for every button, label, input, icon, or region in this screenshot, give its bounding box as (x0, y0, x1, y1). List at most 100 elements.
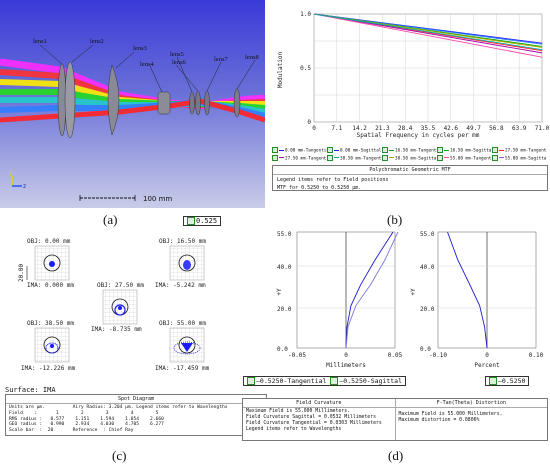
mtf-legend-item[interactable]: 16.50 mm-Tangential (382, 147, 437, 155)
dist-legend[interactable]: —0.5250 (485, 376, 530, 386)
spot-info-line: Units are μm. Airy Radius: 3.204 μm. Leg… (9, 405, 228, 410)
checkbox-icon (382, 147, 388, 153)
dist-xtick-0: 0 (485, 352, 489, 359)
mtf-xlabel: Spatial Frequency in cycles per mm (357, 132, 480, 139)
spot-info-line: Scale bar : 20 Reference : Chief Ray (9, 428, 134, 434)
legend-label: 16.50 mm-Tangential (395, 148, 437, 154)
mtf-legend-item[interactable]: 0.00 mm-Sagittal (327, 147, 382, 155)
fc-xtick-pos: 0.05 (388, 352, 403, 359)
mtf-series-line (313, 13, 543, 51)
mtf-chart: 0 7.1 14.2 21.3 28.4 35.5 42.6 49.7 56.8 63.9 71.0… (277, 11, 550, 139)
mtf-legend-item[interactable]: 27.50 mm-Tangential (492, 147, 547, 155)
panel-d: 55.0 40.0 20.0 0.0 55.0 40.0 20.0 0.0 -0… (243, 228, 550, 450)
checkbox-icon (437, 154, 443, 161)
spot4-ima: IMA: -12.226 mm (21, 365, 76, 372)
fc-legend-sag: 0.5250-Sagittal (343, 377, 402, 385)
wavelength-chip[interactable]: 0.525 (183, 216, 222, 226)
fc-xlabel: Millimeters (326, 362, 366, 369)
fc-xtick-neg: -0.05 (288, 352, 306, 359)
dist-ytick-0: 0.0 (420, 346, 431, 353)
spot1-ima: IMA: 0.000 mm (27, 282, 74, 289)
dist-xtick-pos: 0.10 (529, 352, 544, 359)
lens2-shape (64, 61, 76, 139)
lens7-shape (204, 90, 210, 116)
dist-xlabel: Percent (474, 362, 500, 369)
mtf-series-line (313, 13, 543, 54)
spot2-obj: OBJ: 16.50 mm (159, 238, 206, 245)
axis-y-label: y (9, 170, 13, 177)
checkbox-icon (327, 154, 333, 161)
mtf-ytick: 1.0 (300, 11, 311, 18)
lens3-shape (107, 64, 120, 136)
mtf-title: Polychromatic Geometric MTF (273, 166, 547, 175)
legend-line (444, 149, 449, 151)
dist-legend-label: 0.5250 (501, 377, 526, 385)
lens-label-4: lens4 (140, 61, 154, 68)
fc-ytick-40: 40.0 (277, 264, 292, 271)
fc-info-line: Field Curvature Tangential = 0.0303 Mill… (246, 421, 382, 426)
mtf-xtick: 63.9 (512, 125, 527, 132)
mtf-legend-item[interactable]: 27.50 mm-Tangential (272, 154, 327, 163)
legend-label: 27.50 mm-Tangential (505, 148, 547, 154)
panel-a-letter: (a) (103, 212, 118, 227)
spot3-obj: OBJ: 27.50 mm (97, 282, 144, 289)
mtf-legend-item[interactable]: 0.00 mm-Tangential (272, 147, 327, 155)
spot3-ima: IMA: -8.735 mm (91, 326, 142, 333)
fc-info-line: Legend items refer to Wavelengths (246, 427, 342, 432)
fc-legend[interactable]: —0.5250-Tangential —0.5250-Sagittal (243, 376, 406, 386)
spot-info-line: RMS radius : 0.577 1.151 1.594 1.854 2.6… (9, 416, 164, 422)
mtf-legend-item[interactable]: 38.50 mm-Sagittal (382, 154, 437, 163)
legend-label: 55.00 mm-Sagittal (505, 156, 547, 161)
legend-label: 38.50 mm-Tangential (340, 156, 382, 161)
mtf-xtick: 0 (312, 125, 316, 132)
legend-line (389, 149, 394, 151)
dist-xtick-neg: -0.10 (429, 352, 447, 359)
mtf-legend-item[interactable]: 55.00 mm-Tangential (437, 154, 492, 163)
checkbox-icon (330, 377, 339, 385)
spot-scale-label: 20.00 (18, 264, 25, 282)
fc-info-box: Field Curvature Maximum Field is 55.000 … (242, 398, 548, 441)
legend-line (279, 149, 284, 151)
mtf-xtick: 49.7 (466, 125, 481, 132)
fc-info-line: Field Curvature Sagittal = 0.0532 Millim… (246, 415, 376, 420)
fc-yaxis-label: +Y (276, 288, 283, 296)
mtf-legend: 0.00 mm-Tangential 0.00 mm-Sagittal 16.50 … (272, 147, 548, 169)
legend-line (279, 157, 284, 158)
fc-info-line: Maximum Field is 55.000 Millimeters. (246, 409, 350, 414)
legend-label: 27.50 mm-Tangential (285, 156, 327, 161)
scale-bar-label: 100 mm (143, 195, 172, 203)
mtf-legend-item[interactable]: 38.50 mm-Tangential (327, 154, 382, 163)
lens-label-1: lens1 (33, 38, 47, 45)
mtf-note-2: MTF for 0.5250 to 0.5250 μm. (277, 185, 362, 191)
mtf-xtick: 71.0 (535, 125, 550, 132)
spot-diagram: 20.00 OBJ: 0.00 mm IMA: 0.000 mm OBJ: 16… (18, 238, 210, 372)
legend-label: 0.00 mm-Sagittal (340, 148, 382, 154)
mtf-legend-item[interactable]: 55.00 mm-Sagittal (492, 154, 547, 163)
wavelength-chip-label: 0.525 (196, 217, 218, 225)
mtf-xtick: 21.3 (375, 125, 390, 132)
curve-line (447, 231, 488, 349)
legend-line (499, 157, 504, 158)
curve-line (345, 231, 399, 349)
lens-label-6: lens6 (172, 59, 186, 66)
checkbox-icon (492, 154, 498, 161)
dist-ytick-20: 20.0 (420, 306, 435, 313)
mtf-ylabel: Modulation (277, 52, 284, 89)
legend-line (389, 157, 394, 158)
fc-ytick-0: 0.0 (277, 346, 288, 353)
mtf-xtick: 28.4 (398, 125, 413, 132)
checkbox-icon (272, 147, 278, 153)
spot4-obj: OBJ: 38.50 mm (27, 320, 74, 327)
legend-line (499, 149, 504, 151)
mtf-xtick: 56.8 (489, 125, 504, 132)
panel-a-viewport: lens1 lens2 lens3 lens4 lens5 lens6 lens… (0, 0, 265, 208)
dist-ytick-55: 55.0 (420, 231, 435, 238)
legend-label: 55.00 mm-Tangential (450, 156, 492, 161)
lens5-shape (189, 91, 195, 115)
dist-info-line: Maximum Field is 55.000 Millimeters. (398, 412, 503, 417)
fc-ytick-55: 55.0 (277, 231, 292, 238)
spot5-ima: IMA: -17.459 mm (155, 365, 210, 372)
spot-info-line: Field : 1 2 3 4 5 (9, 410, 159, 416)
mtf-legend-item[interactable]: 16.50 mm-Sagittal (437, 147, 492, 155)
legend-line (334, 157, 339, 158)
